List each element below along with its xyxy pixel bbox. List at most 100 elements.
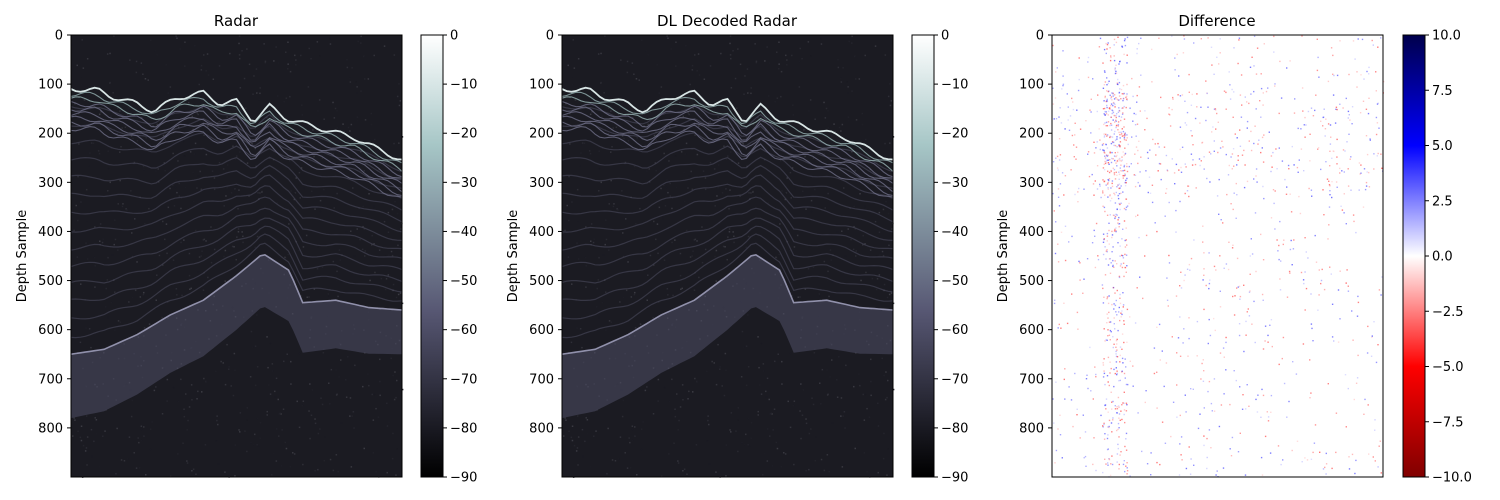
difference-speckle (1093, 194, 1095, 196)
noise-speckle (360, 42, 362, 44)
difference-speckle (1122, 151, 1124, 153)
noise-speckle (835, 204, 838, 206)
noise-speckle (161, 316, 163, 319)
difference-speckle (1335, 106, 1338, 108)
noise-speckle (184, 65, 186, 67)
difference-speckle (1114, 194, 1116, 196)
colorbar-tick-label: −7.5 (1432, 415, 1464, 430)
difference-speckle (1107, 188, 1109, 190)
noise-speckle (702, 170, 705, 172)
difference-speckle (1118, 276, 1121, 279)
noise-speckle (308, 296, 310, 298)
difference-speckle (1201, 362, 1203, 365)
noise-speckle (701, 226, 703, 228)
difference-speckle (1139, 110, 1141, 112)
noise-speckle (148, 207, 150, 210)
difference-speckle (1105, 125, 1107, 127)
difference-speckle (1335, 108, 1337, 110)
difference-speckle (1372, 44, 1374, 46)
noise-speckle (739, 195, 741, 197)
difference-speckle (1189, 473, 1192, 475)
noise-speckle (323, 118, 325, 120)
difference-speckle (1303, 124, 1305, 126)
difference-speckle (1111, 197, 1113, 200)
noise-speckle (766, 46, 768, 48)
noise-speckle (692, 250, 694, 252)
noise-speckle (248, 63, 251, 66)
difference-speckle (1303, 282, 1305, 285)
difference-speckle (1093, 152, 1096, 154)
difference-speckle (1305, 124, 1307, 126)
difference-speckle (1104, 160, 1106, 163)
difference-speckle (1153, 372, 1156, 375)
noise-speckle (851, 42, 853, 44)
difference-speckle (1227, 174, 1230, 176)
noise-speckle (853, 225, 855, 228)
difference-speckle (1302, 279, 1305, 281)
difference-speckle (1106, 134, 1109, 136)
noise-speckle (577, 464, 579, 466)
difference-speckle (1274, 190, 1276, 192)
difference-speckle (1115, 346, 1117, 348)
noise-speckle (303, 187, 305, 190)
difference-speckle (1322, 125, 1324, 127)
difference-speckle (1109, 372, 1111, 374)
noise-speckle (834, 131, 836, 133)
noise-speckle (81, 77, 83, 79)
noise-speckle (732, 231, 734, 233)
difference-speckle (1105, 154, 1108, 156)
difference-speckle (1124, 266, 1126, 269)
noise-speckle (565, 419, 567, 421)
surface-reflector (561, 106, 894, 179)
difference-speckle (1248, 140, 1250, 142)
noise-speckle (386, 425, 389, 427)
difference-speckle (1124, 44, 1127, 47)
noise-speckle (709, 120, 711, 123)
difference-speckle (1278, 244, 1280, 247)
difference-speckle (1121, 313, 1123, 316)
noise-speckle (207, 276, 209, 279)
difference-speckle (1108, 179, 1110, 182)
y-tick-label: 0 (55, 29, 63, 44)
difference-speckle (1105, 398, 1108, 400)
difference-speckle (1202, 380, 1205, 382)
difference-speckle (1154, 222, 1156, 224)
noise-speckle (707, 419, 709, 422)
noise-speckle (397, 293, 400, 296)
noise-speckle (175, 288, 178, 290)
difference-speckle (1106, 183, 1109, 185)
difference-speckle (1222, 467, 1225, 469)
difference-speckle (1110, 142, 1113, 145)
difference-speckle (1301, 461, 1303, 463)
colorbar-tick-label: −70 (450, 372, 477, 387)
difference-speckle (1117, 111, 1120, 113)
difference-speckle (1287, 164, 1290, 167)
noise-speckle (188, 406, 191, 408)
noise-speckle (660, 246, 662, 248)
noise-speckle (285, 51, 287, 53)
y-tick-label: 0 (1036, 29, 1044, 44)
difference-speckle (1064, 225, 1067, 227)
noise-speckle (349, 130, 351, 132)
noise-speckle (387, 231, 390, 233)
noise-speckle (257, 66, 259, 69)
noise-speckle (612, 205, 615, 208)
difference-speckle (1125, 271, 1127, 273)
difference-speckle (1239, 432, 1241, 434)
surface-reflector (561, 91, 894, 164)
noise-speckle (228, 366, 230, 368)
difference-speckle (1282, 459, 1284, 461)
difference-speckle (1107, 381, 1109, 383)
noise-speckle (711, 360, 713, 363)
difference-speckle (1356, 377, 1359, 379)
difference-speckle (1112, 264, 1114, 267)
difference-speckle (1099, 139, 1101, 141)
noise-speckle (234, 188, 236, 190)
noise-speckle (89, 144, 91, 146)
noise-speckle (596, 287, 598, 290)
noise-speckle (239, 57, 241, 60)
difference-speckle (1168, 113, 1170, 115)
difference-speckle (1306, 459, 1309, 461)
difference-speckle (1119, 170, 1122, 172)
englacial-layer (70, 225, 403, 301)
